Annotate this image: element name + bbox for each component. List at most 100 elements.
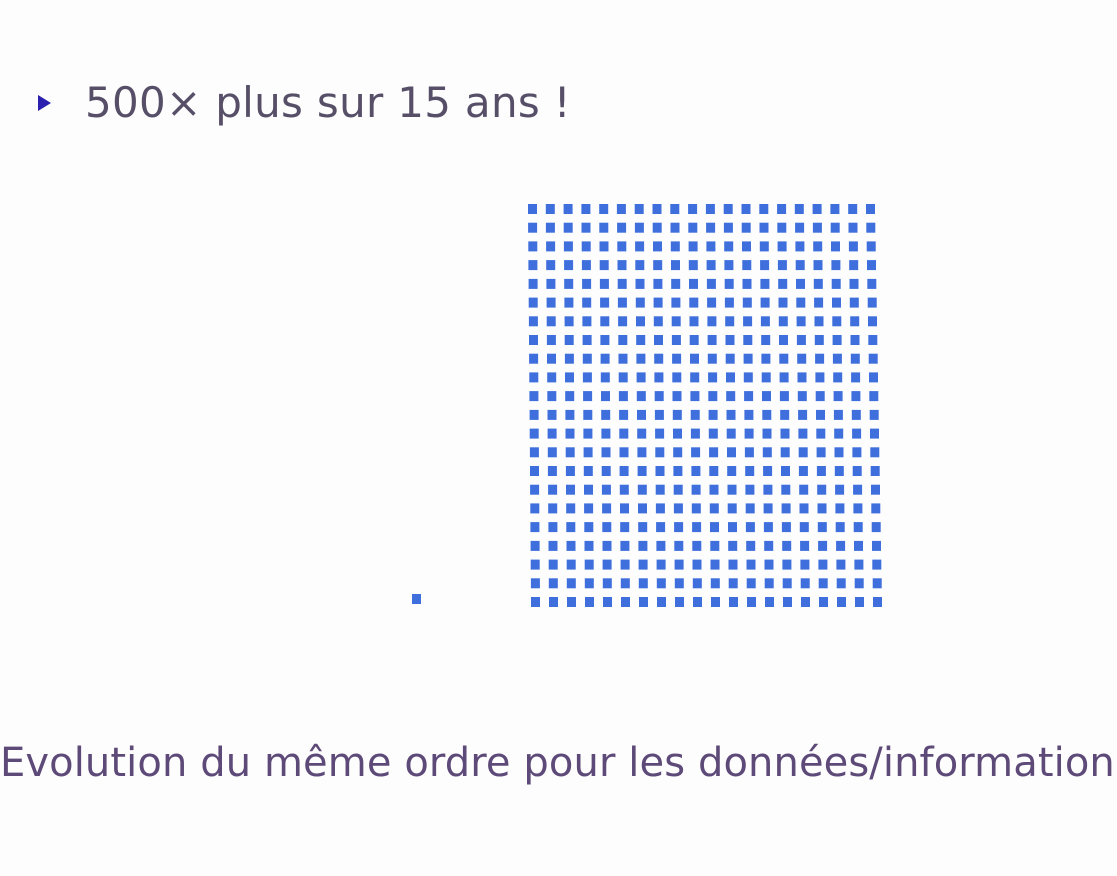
grid-unit-square <box>546 278 556 289</box>
grid-unit-square <box>528 278 538 289</box>
grid-unit-square <box>799 522 809 533</box>
grid-unit-square <box>851 409 861 420</box>
grid-unit-square <box>796 278 805 289</box>
grid-unit-square <box>813 278 823 289</box>
grid-unit-square <box>671 297 681 308</box>
grid-unit-square <box>565 447 575 458</box>
grid-unit-square <box>853 484 863 495</box>
grid-unit-square <box>599 241 609 252</box>
grid-unit-square <box>835 522 845 533</box>
grid-unit-square <box>871 484 880 495</box>
grid-unit-square <box>601 428 611 439</box>
grid-unit-square <box>617 297 627 308</box>
grid-unit-square <box>832 353 842 364</box>
grid-unit-square <box>724 260 734 271</box>
grid-unit-square <box>530 466 539 476</box>
grid-unit-square <box>620 522 630 533</box>
grid-unit-square <box>849 297 859 308</box>
grid-unit-square <box>710 522 719 533</box>
grid-unit-square <box>581 260 591 271</box>
grid-unit-square <box>742 278 752 289</box>
grid-unit-square <box>783 597 792 607</box>
grid-unit-square <box>601 466 611 476</box>
grid-unit-square <box>530 503 540 514</box>
grid-unit-square <box>781 522 791 533</box>
grid-unit-square <box>692 559 702 570</box>
grid-unit-square <box>744 447 754 458</box>
grid-unit-square <box>528 241 538 252</box>
grid-unit-square <box>764 578 774 589</box>
grid-unit-square <box>582 278 592 289</box>
grid-unit-square <box>654 335 663 345</box>
grid-unit-square <box>639 597 648 607</box>
grid-unit-square <box>690 353 699 364</box>
grid-unit-square <box>638 578 648 589</box>
grid-unit-square <box>584 540 594 551</box>
grid-unit-square <box>709 447 719 458</box>
grid-unit-square <box>724 297 734 308</box>
grid-unit-square <box>635 241 645 252</box>
grid-unit-square <box>817 503 827 514</box>
grid-unit-square <box>801 597 810 607</box>
grid-unit-square <box>528 297 538 308</box>
grid-unit-square <box>816 466 826 476</box>
grid-unit-square <box>638 540 648 551</box>
grid-unit-square <box>706 278 716 289</box>
grid-unit-square <box>741 204 751 214</box>
grid-unit-square <box>620 559 630 570</box>
grid-unit-square <box>636 316 645 327</box>
grid-unit-square <box>742 260 752 271</box>
grid-unit-square <box>547 391 557 402</box>
grid-unit-square <box>760 278 770 289</box>
grid-unit-square <box>584 484 593 495</box>
grid-unit-square <box>777 260 787 271</box>
grid-unit-square <box>530 540 540 551</box>
grid-unit-square <box>582 335 592 345</box>
grid-unit-square <box>707 316 717 327</box>
grid-unit-square <box>654 353 664 364</box>
grid-unit-square <box>617 241 627 252</box>
grid-unit-square <box>726 409 736 420</box>
grid-unit-square <box>869 372 878 383</box>
grid-unit-square <box>799 503 809 514</box>
grid-unit-square <box>853 522 863 533</box>
grid-unit-square <box>760 260 770 271</box>
grid-unit-square <box>565 391 575 402</box>
grid-unit-square <box>674 540 684 551</box>
grid-unit-square <box>548 503 558 514</box>
grid-unit-square <box>673 503 683 514</box>
grid-unit-square <box>565 428 575 439</box>
grid-unit-square <box>745 522 755 533</box>
grid-unit-square <box>818 540 828 551</box>
grid-unit-square <box>584 503 594 514</box>
grid-unit-square <box>637 447 647 458</box>
grid-unit-square <box>725 316 735 327</box>
grid-unit-square <box>850 316 860 327</box>
grid-unit-square <box>869 409 879 420</box>
grid-unit-square <box>727 447 736 458</box>
grid-unit-square <box>706 260 716 271</box>
grid-unit-square <box>657 597 666 607</box>
grid-unit-square <box>583 428 593 439</box>
grid-unit-square <box>547 372 557 383</box>
grid-unit-square <box>691 447 701 458</box>
grid-unit-square <box>655 503 665 514</box>
grid-unit-square <box>654 391 664 402</box>
grid-unit-square <box>547 353 556 364</box>
grid-unit-square <box>656 540 666 551</box>
grid-unit-square <box>763 466 773 476</box>
grid-unit-square <box>872 540 881 551</box>
grid-unit-square <box>854 578 864 589</box>
single-unit-square <box>412 594 421 604</box>
grid-unit-square <box>836 578 846 589</box>
grid-unit-square <box>833 372 843 383</box>
grid-unit-square <box>529 353 539 364</box>
grid-unit-square <box>638 503 647 514</box>
grid-unit-square <box>798 447 808 458</box>
grid-unit-square <box>870 466 880 476</box>
grid-unit-square <box>582 372 592 383</box>
grid-unit-square <box>710 540 720 551</box>
grid-unit-square <box>815 391 825 402</box>
grid-unit-square <box>691 466 701 476</box>
grid-unit-square <box>528 222 538 233</box>
